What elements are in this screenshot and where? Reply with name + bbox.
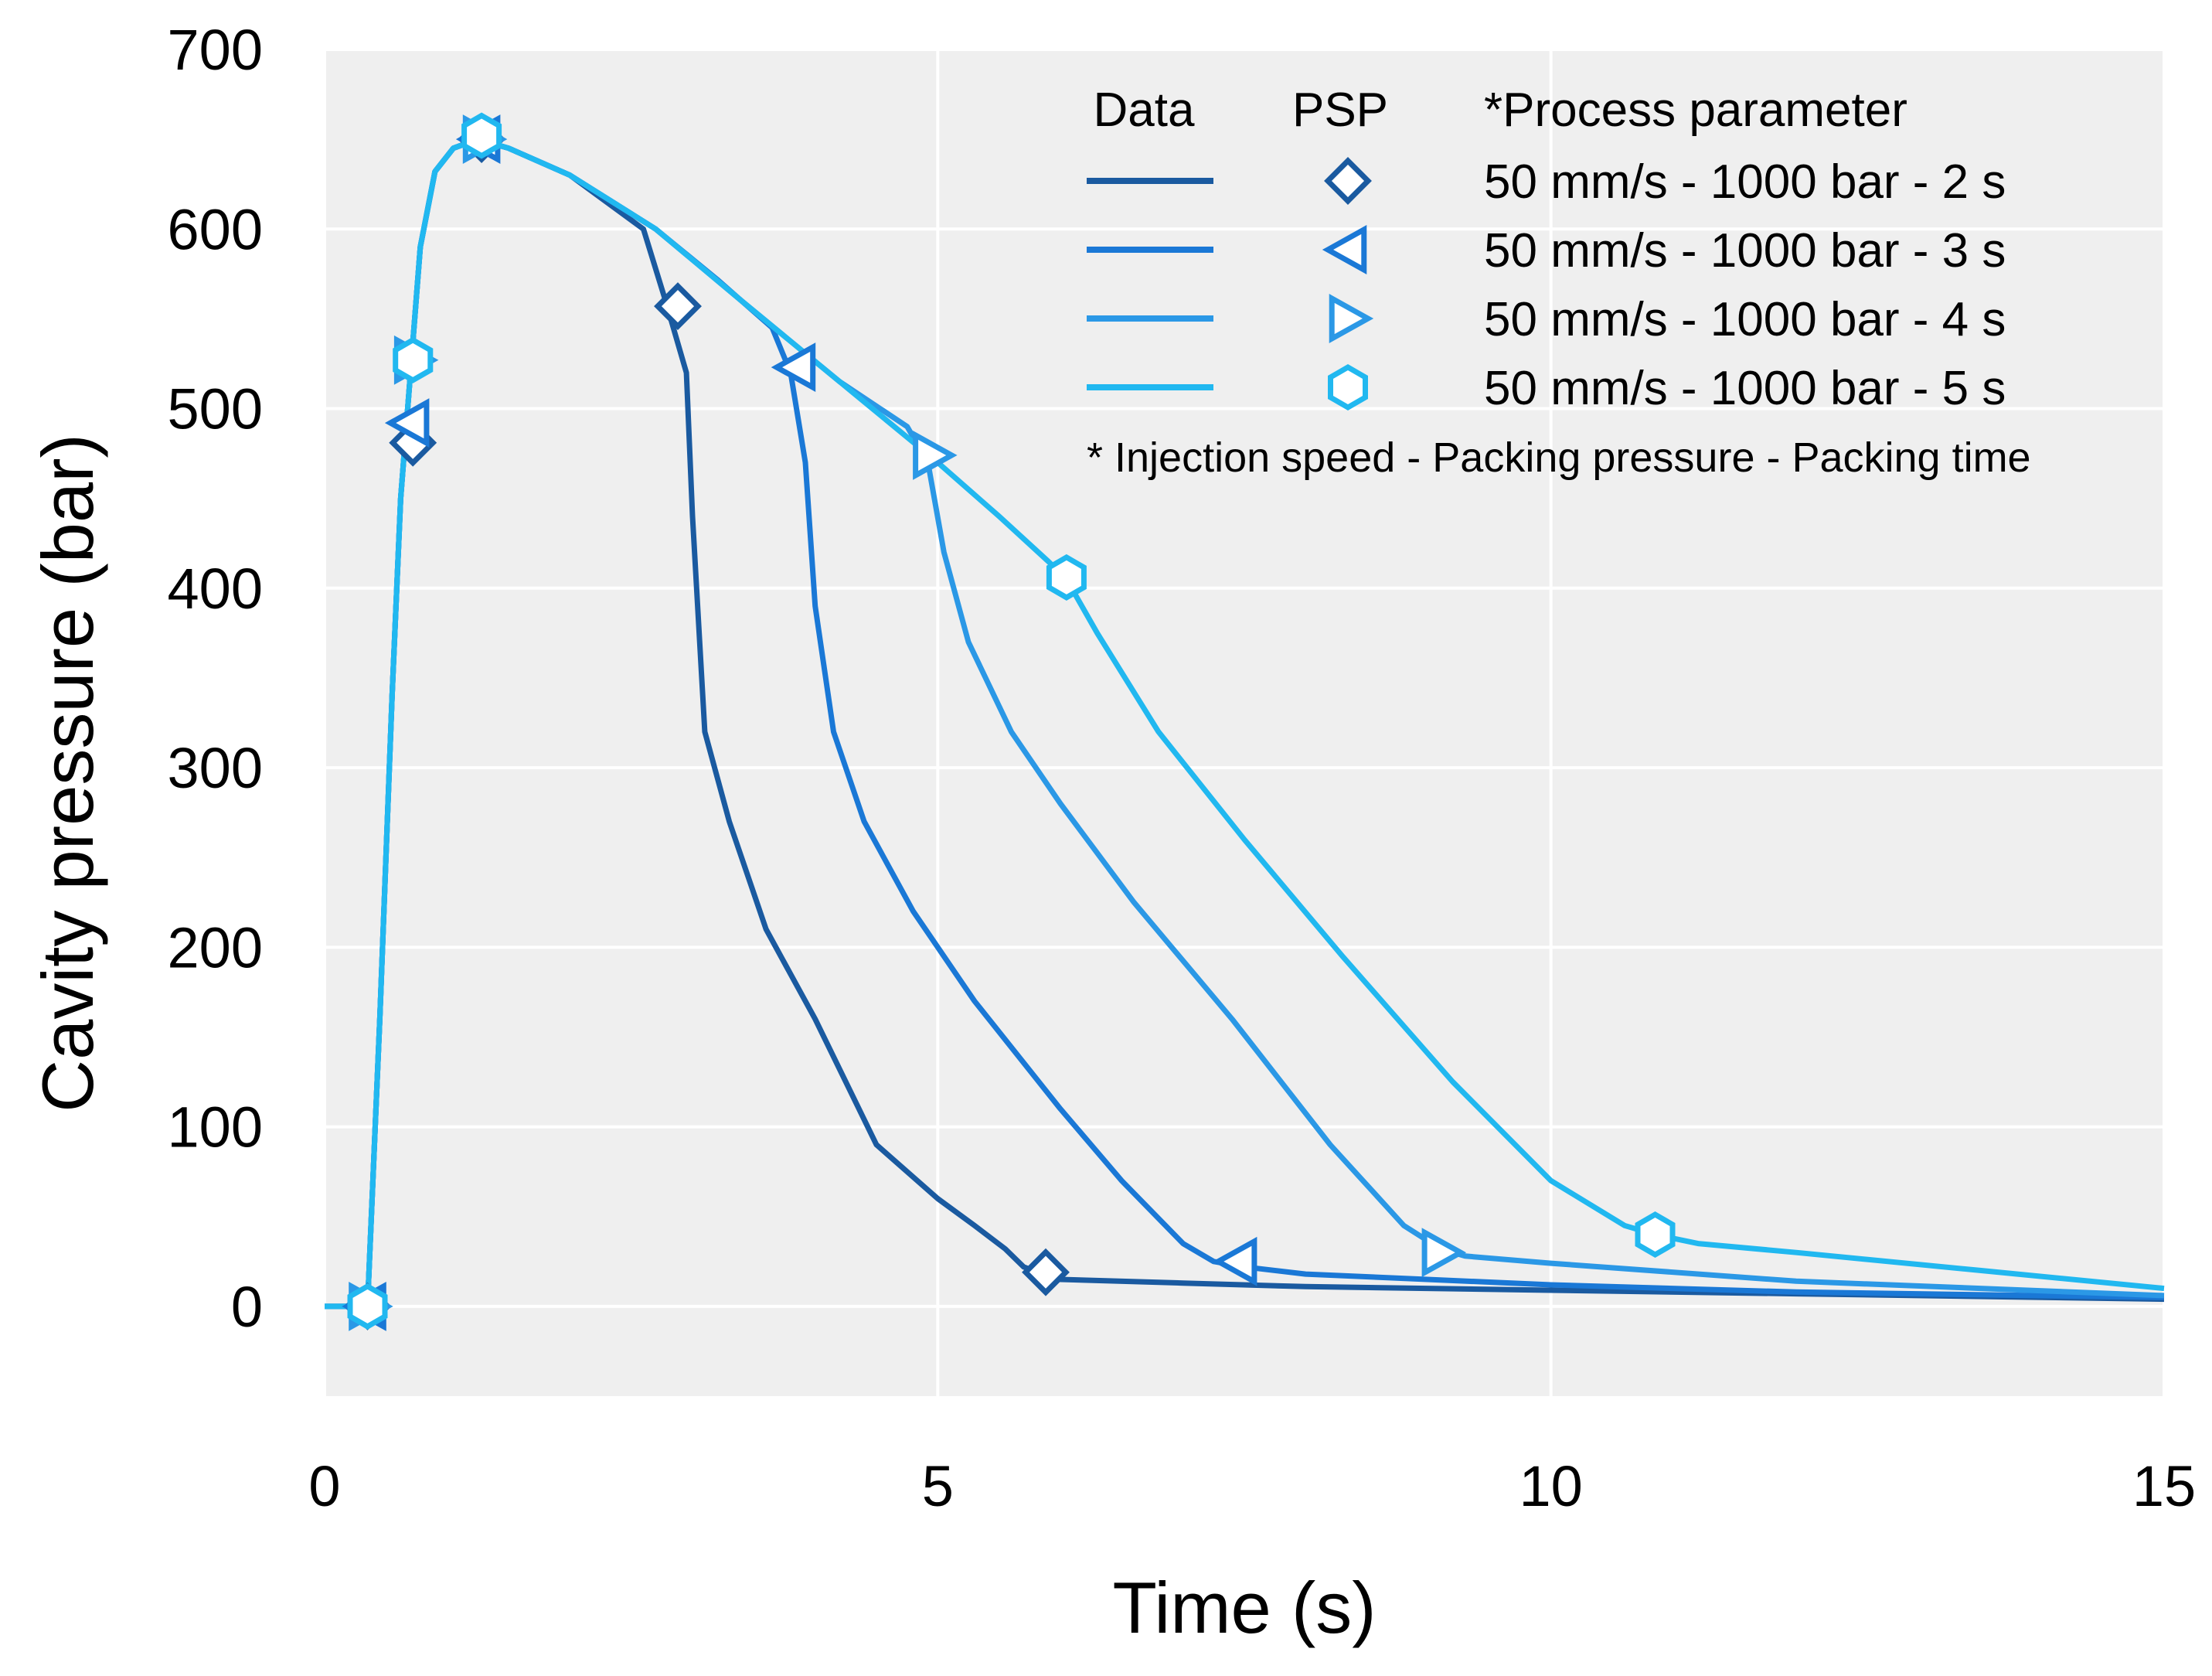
- y-tick-label: 700: [168, 18, 263, 82]
- legend-marker-triangle-right: [1329, 294, 1374, 343]
- y-tick-label: 200: [168, 915, 263, 979]
- x-tick-label: 15: [2132, 1454, 2196, 1518]
- x-tick-label: 0: [308, 1454, 340, 1518]
- y-tick-label: 100: [168, 1095, 263, 1160]
- gridlines: [323, 48, 2166, 1396]
- psp-marker-diamond: [1022, 1248, 1070, 1296]
- psp-marker-triangle-right: [913, 430, 958, 480]
- legend-data-header: Data: [1094, 83, 1195, 137]
- x-axis-ticks: 0 5 10 15: [308, 1454, 2196, 1518]
- plot-background: [325, 49, 2164, 1396]
- psp-marker-hexagon: [347, 1283, 388, 1330]
- y-tick-label: 400: [168, 557, 263, 621]
- legend-psp-header: PSP: [1292, 83, 1388, 137]
- legend-marker-hexagon: [1328, 363, 1368, 411]
- x-axis-label: Time (s): [1112, 1567, 1376, 1648]
- psp-marker-hexagon: [1046, 554, 1087, 601]
- y-tick-label: 300: [168, 736, 263, 800]
- psp-marker-triangle-right: [1421, 1228, 1467, 1278]
- legend: Data PSP *Process parameter 50 mm/s - 10…: [1087, 83, 2031, 481]
- y-tick-label: 600: [168, 197, 263, 261]
- y-tick-label: 500: [168, 377, 263, 441]
- psp-marker-hexagon: [461, 112, 502, 159]
- psp-markers: [342, 112, 1676, 1331]
- legend-marker-diamond: [1324, 157, 1372, 205]
- legend-marker-triangle-left: [1322, 225, 1367, 274]
- y-tick-label: 0: [231, 1275, 263, 1339]
- psp-marker-hexagon: [1635, 1211, 1676, 1259]
- psp-marker-triangle-left: [384, 398, 430, 448]
- psp-marker-triangle-left: [771, 342, 816, 393]
- legend-label-4: 50 mm/s - 1000 bar - 5 s: [1484, 362, 2006, 415]
- legend-label-1: 50 mm/s - 1000 bar - 2 s: [1484, 155, 2006, 209]
- legend-rows: 50 mm/s - 1000 bar - 2 s 50 mm/s - 1000 b…: [1087, 155, 2006, 415]
- psp-marker-triangle-left: [1212, 1236, 1257, 1286]
- legend-footnote: * Injection speed - Packing pressure - P…: [1087, 434, 2031, 481]
- legend-param-header: *Process parameter: [1484, 83, 1907, 137]
- x-tick-label: 5: [922, 1454, 954, 1518]
- psp-marker-hexagon: [393, 336, 434, 383]
- y-axis-ticks: 0 100 200 300 400 500 600 700: [168, 18, 263, 1339]
- legend-label-3: 50 mm/s - 1000 bar - 4 s: [1484, 293, 2006, 346]
- x-tick-label: 10: [1519, 1454, 1583, 1518]
- legend-label-2: 50 mm/s - 1000 bar - 3 s: [1484, 224, 2006, 278]
- psp-marker-diamond: [654, 282, 702, 331]
- y-axis-label: Cavity pressure (bar): [27, 434, 108, 1112]
